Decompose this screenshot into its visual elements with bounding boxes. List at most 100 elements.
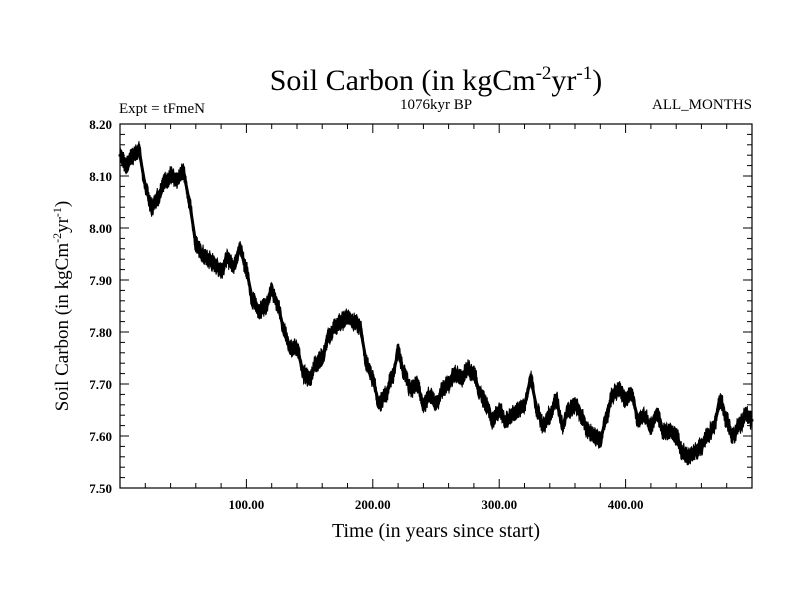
data-point xyxy=(649,424,653,428)
x-tick-label: 100.00 xyxy=(229,497,265,512)
data-point xyxy=(150,205,154,209)
data-point xyxy=(485,403,489,407)
data-point xyxy=(624,398,628,402)
data-point xyxy=(434,403,438,407)
data-point xyxy=(662,429,665,433)
chart-title-mid: yr xyxy=(551,64,576,97)
data-point xyxy=(251,299,255,303)
data-point xyxy=(200,252,204,256)
data-point xyxy=(718,398,722,402)
data-point xyxy=(643,413,647,417)
chart-title-main: Soil Carbon (in kgCm xyxy=(270,64,536,97)
data-point xyxy=(567,408,571,412)
data-point xyxy=(339,320,343,324)
data-point xyxy=(415,382,419,386)
data-point xyxy=(529,377,533,381)
data-point xyxy=(535,408,539,412)
series-line xyxy=(118,147,754,459)
data-point xyxy=(244,268,248,272)
data-point xyxy=(560,424,564,428)
data-point xyxy=(352,320,356,324)
y-tick-label: 8.20 xyxy=(89,117,112,132)
data-point xyxy=(162,179,166,183)
data-point xyxy=(156,195,160,199)
data-point xyxy=(592,434,596,438)
data-point xyxy=(459,377,463,381)
data-point xyxy=(472,372,476,376)
data-point xyxy=(699,444,703,448)
y-axis-label-sup1: -2 xyxy=(50,233,64,243)
x-tick-label: 300.00 xyxy=(481,497,517,512)
chart-title: Soil Carbon (in kgCm-2yr-1) xyxy=(270,63,603,97)
data-point xyxy=(213,262,217,266)
y-axis-label: Soil Carbon (in kgCm-2yr-1) xyxy=(50,201,73,412)
data-point xyxy=(358,325,362,329)
data-point xyxy=(737,424,741,428)
data-point xyxy=(314,361,318,365)
data-point xyxy=(725,418,729,422)
data-point xyxy=(744,413,748,417)
data-point xyxy=(440,387,444,391)
subtitle-period: 1076kyr BP xyxy=(400,97,472,113)
data-point xyxy=(143,184,147,188)
data-point xyxy=(731,434,735,438)
x-axis-label: Time (in years since start) xyxy=(332,520,540,542)
y-tick-label: 7.60 xyxy=(89,429,112,444)
data-point xyxy=(630,392,634,396)
data-point xyxy=(308,377,312,381)
data-point xyxy=(390,377,394,381)
data-point xyxy=(447,382,451,386)
data-point xyxy=(409,387,413,391)
y-tick-label: 7.50 xyxy=(89,481,112,496)
data-point xyxy=(428,392,432,396)
data-point xyxy=(396,351,400,355)
data-point xyxy=(693,450,697,454)
data-point xyxy=(554,398,558,402)
data-point xyxy=(516,408,520,412)
plot-frame xyxy=(119,123,753,489)
data-point xyxy=(137,148,141,152)
data-point xyxy=(706,434,710,438)
subtitle-months: ALL_MONTHS xyxy=(652,97,752,113)
data-point xyxy=(276,304,280,308)
y-tick-label: 7.70 xyxy=(89,377,112,392)
data-point xyxy=(383,392,387,396)
data-point xyxy=(611,392,615,396)
chart-title-sup1: -2 xyxy=(536,63,552,84)
y-axis-label-close: ) xyxy=(52,201,73,207)
data-point xyxy=(225,257,229,261)
data-point xyxy=(497,408,501,412)
data-point xyxy=(541,424,545,428)
x-tick-label: 200.00 xyxy=(355,497,391,512)
data-point xyxy=(169,174,173,178)
data-point xyxy=(712,424,716,428)
data-point xyxy=(320,356,324,360)
data-point xyxy=(687,455,691,459)
y-tick-label: 7.90 xyxy=(89,273,112,288)
data-point xyxy=(681,450,684,454)
data-point xyxy=(655,413,659,417)
data-point xyxy=(548,413,552,417)
data-point xyxy=(402,372,406,376)
data-point xyxy=(510,413,514,417)
data-point xyxy=(668,429,672,433)
data-point xyxy=(421,403,425,407)
axis-tick-labels: 100.00 200.00 300.00 400.00 7.50 7.60 7.70 7.80… xyxy=(89,117,643,512)
data-point xyxy=(175,179,179,183)
data-point xyxy=(131,153,135,157)
data-point xyxy=(333,325,337,329)
data-point xyxy=(295,346,299,350)
data-point xyxy=(188,200,191,204)
data-point xyxy=(453,372,457,376)
subtitle-experiment: Expt = tFmeN xyxy=(119,101,205,117)
data-point xyxy=(636,418,640,422)
data-point xyxy=(232,262,236,266)
data-point xyxy=(617,387,621,391)
data-point xyxy=(371,377,375,381)
data-point xyxy=(674,434,678,438)
data-point xyxy=(181,169,185,173)
data-point xyxy=(257,309,261,313)
data-point xyxy=(750,418,754,422)
y-tick-label: 8.00 xyxy=(89,221,112,236)
y-tick-label: 7.80 xyxy=(89,325,112,340)
